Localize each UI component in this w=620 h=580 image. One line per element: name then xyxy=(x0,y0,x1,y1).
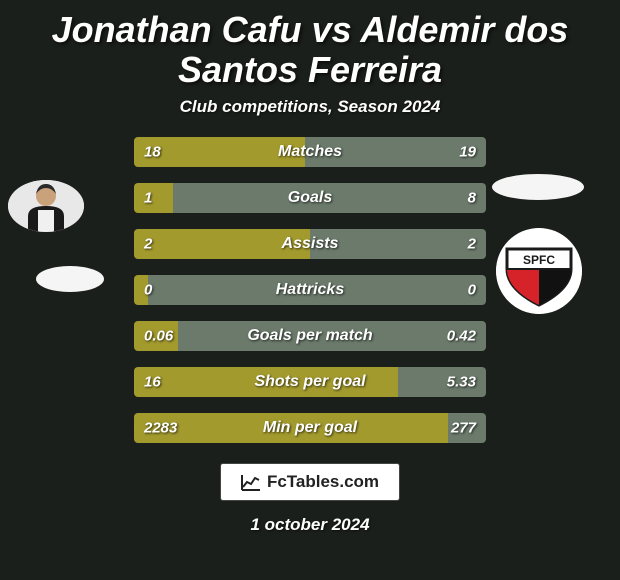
stat-value-right: 5.33 xyxy=(447,374,476,391)
stat-value-left: 18 xyxy=(144,144,161,161)
stat-label: Goals xyxy=(134,189,486,207)
spfc-crest-icon: SPFC xyxy=(496,228,582,314)
stat-value-left: 2283 xyxy=(144,420,177,437)
date-text: 1 october 2024 xyxy=(0,515,620,535)
stat-value-right: 2 xyxy=(468,236,476,253)
svg-text:SPFC: SPFC xyxy=(523,253,555,267)
stat-row: Goals1 8 xyxy=(134,183,486,213)
right-team-crest: SPFC xyxy=(496,228,582,314)
stat-value-right: 8 xyxy=(468,190,476,207)
stats-bars: Matches1819Goals18Assists22Hattricks00Go… xyxy=(134,137,486,443)
stat-row: Shots per goal16 5.33 xyxy=(134,367,486,397)
stat-label: Assists xyxy=(134,235,486,253)
brand-chart-icon xyxy=(241,473,261,491)
stat-value-left: 16 xyxy=(144,374,161,391)
stat-label: Matches xyxy=(134,143,486,161)
stat-value-left: 1 xyxy=(144,190,152,207)
stat-label: Goals per match xyxy=(134,327,486,345)
stat-row: Goals per match0.06 0.42 xyxy=(134,321,486,351)
brand-text: FcTables.com xyxy=(267,472,379,492)
stat-row: Hattricks0 0 xyxy=(134,275,486,305)
stat-label: Min per goal xyxy=(134,419,486,437)
subtitle: Club competitions, Season 2024 xyxy=(0,97,620,117)
stat-row: Min per goal2283 277 xyxy=(134,413,486,443)
stat-value-left: 0 xyxy=(144,282,152,299)
stat-row: Matches18 19 xyxy=(134,137,486,167)
player-icon xyxy=(8,180,84,232)
right-player-ellipse xyxy=(492,174,584,200)
page-title: Jonathan Cafu vs Aldemir dos Santos Ferr… xyxy=(0,0,620,97)
left-team-ellipse xyxy=(36,266,104,292)
left-player-avatar-wrap xyxy=(8,180,84,232)
stat-row: Assists2 2 xyxy=(134,229,486,259)
stat-value-right: 0.42 xyxy=(447,328,476,345)
stat-value-right: 277 xyxy=(451,420,476,437)
right-team-crest-wrap: SPFC xyxy=(496,228,582,314)
stat-value-right: 0 xyxy=(468,282,476,299)
brand-badge: FcTables.com xyxy=(220,463,400,501)
stat-label: Hattricks xyxy=(134,281,486,299)
stat-value-right: 19 xyxy=(459,144,476,161)
stat-label: Shots per goal xyxy=(134,373,486,391)
stat-value-left: 2 xyxy=(144,236,152,253)
stat-value-left: 0.06 xyxy=(144,328,173,345)
left-player-avatar xyxy=(8,180,84,232)
